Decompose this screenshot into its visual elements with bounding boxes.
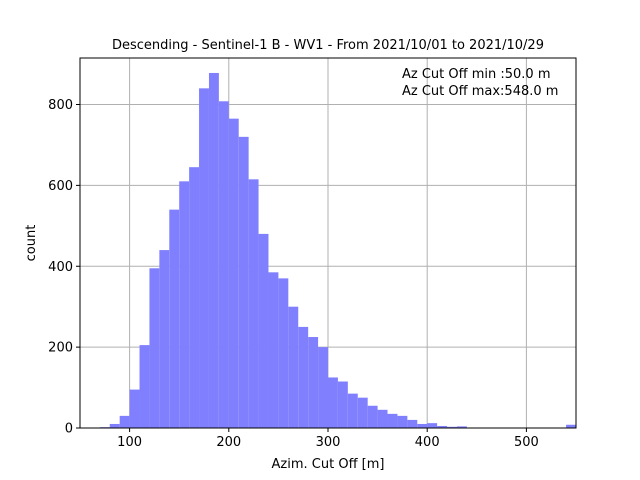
x-tick-label: 200: [216, 435, 241, 450]
x-axis-ticks: 100 200 300 400 500: [117, 428, 539, 450]
histogram-bar: [288, 306, 299, 428]
histogram-bar: [228, 118, 239, 428]
histogram-bar: [159, 250, 170, 428]
histogram-bar: [278, 278, 289, 428]
histogram-bar: [149, 268, 160, 428]
histogram-bar: [129, 389, 140, 428]
x-axis-label: Azim. Cut Off [m]: [272, 457, 385, 472]
histogram-bar: [427, 423, 438, 428]
histogram-bar: [387, 413, 398, 428]
histogram-bar: [437, 425, 448, 428]
histogram-bar: [397, 415, 408, 428]
histogram-bar: [119, 415, 130, 428]
histogram-bar: [109, 423, 120, 428]
histogram-bar: [566, 424, 576, 428]
y-tick-label: 800: [48, 98, 73, 113]
histogram-bar: [417, 423, 428, 428]
histogram-bar: [258, 233, 269, 428]
bars: [99, 72, 576, 428]
histogram-bar: [308, 337, 319, 428]
histogram-bar: [208, 72, 219, 428]
histogram-bar: [179, 181, 190, 428]
histogram-bar: [169, 209, 180, 428]
x-tick-label: 300: [316, 435, 341, 450]
y-axis-ticks: 0 200 400 600 800: [48, 98, 80, 437]
y-tick-label: 200: [48, 341, 73, 356]
histogram-bar: [298, 326, 309, 428]
y-tick-label: 400: [48, 260, 73, 275]
histogram-bar: [377, 409, 388, 428]
histogram-bar: [347, 393, 358, 428]
histogram-bar: [357, 397, 368, 428]
histogram-bar: [218, 101, 229, 428]
y-tick-label: 600: [48, 179, 73, 194]
histogram-bar: [248, 179, 259, 428]
histogram-bar: [337, 381, 348, 428]
histogram-bar: [447, 426, 457, 428]
y-tick-label: 0: [65, 422, 73, 437]
x-tick-label: 500: [514, 435, 539, 450]
histogram-bar: [318, 347, 328, 428]
chart-title: Descending - Sentinel-1 B - WV1 - From 2…: [112, 38, 544, 53]
histogram-bar: [456, 426, 467, 428]
histogram-bar: [199, 88, 209, 428]
x-tick-label: 100: [117, 435, 142, 450]
histogram-bar: [367, 405, 378, 428]
histogram-bar: [139, 345, 150, 428]
histogram-bar: [407, 419, 418, 428]
annotation-max: Az Cut Off max:548.0 m: [402, 84, 558, 99]
histogram-bar: [189, 167, 200, 428]
annotation-min: Az Cut Off min :50.0 m: [402, 67, 550, 82]
x-tick-label: 400: [415, 435, 440, 450]
histogram-bar: [268, 272, 279, 428]
histogram-bar: [328, 377, 338, 428]
histogram-bar: [238, 136, 249, 428]
y-axis-label: count: [24, 225, 39, 262]
